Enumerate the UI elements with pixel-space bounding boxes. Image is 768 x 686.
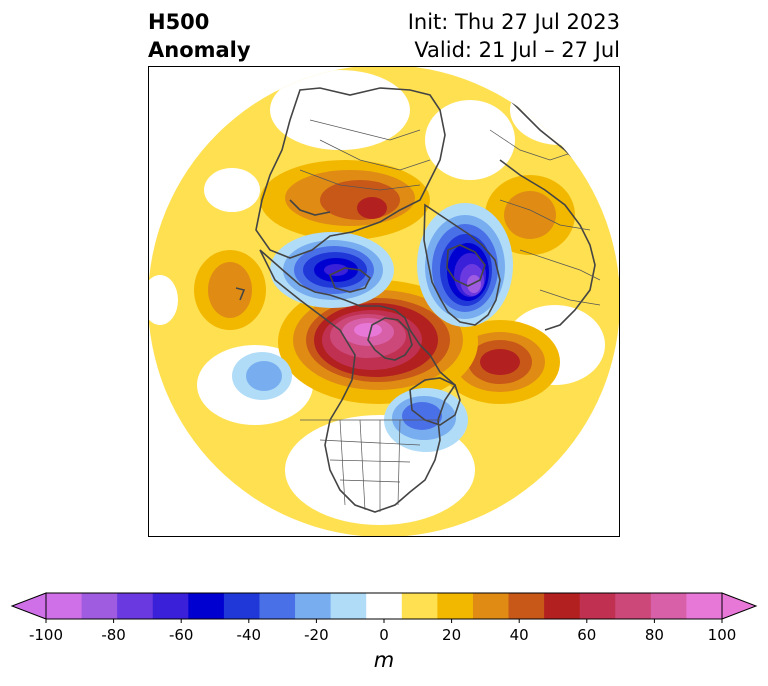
colorbar-tick-label: -20 [304, 626, 329, 644]
colorbar-swatch [81, 593, 118, 619]
colorbar-swatch [46, 593, 83, 619]
colorbar-swatch [650, 593, 687, 619]
colorbar-swatch [295, 593, 332, 619]
neutral-region [148, 275, 178, 325]
colorbar-over-arrow [721, 592, 758, 620]
map-subtitle: Init: Thu 27 Jul 2023 Valid: 21 Jul – 27… [408, 8, 620, 64]
colorbar-under-arrow [10, 592, 47, 620]
colorbar-swatch [615, 593, 652, 619]
neutral-region [270, 70, 410, 150]
negative-anomaly [246, 361, 282, 391]
colorbar-swatch [472, 593, 510, 619]
colorbar-swatch [259, 593, 296, 619]
anomaly-map [148, 66, 620, 537]
colorbar-tick-label: 80 [645, 626, 664, 644]
colorbar-tick-label: 20 [442, 626, 461, 644]
colorbar-swatch [544, 593, 581, 619]
colorbar-swatch [437, 593, 474, 619]
negative-anomaly [402, 402, 442, 430]
colorbar-tick-label: -80 [101, 626, 126, 644]
colorbar-swatch [508, 593, 545, 619]
colorbar-swatch [152, 593, 189, 619]
positive-anomaly [504, 191, 556, 239]
colorbar-swatch [686, 593, 723, 619]
colorbar-tick-label: -100 [29, 626, 63, 644]
map-frame [148, 66, 620, 537]
colorbar-swatch [330, 593, 367, 619]
negative-anomaly [324, 264, 348, 276]
colorbar-tick-label: 40 [510, 626, 529, 644]
colorbar-swatch [223, 593, 260, 619]
borders [299, 119, 601, 512]
positive-anomaly [208, 262, 252, 318]
colorbar-swatch [579, 593, 616, 619]
positive-anomaly [480, 349, 520, 375]
colorbar-unit-label: m [373, 648, 395, 672]
neutral-region [510, 75, 610, 145]
colorbar-swatch [401, 593, 438, 619]
init-text: Init: Thu 27 Jul 2023 [407, 10, 620, 34]
positive-anomaly [357, 197, 387, 219]
colorbar-tick-label: 0 [379, 626, 389, 644]
neutral-region [204, 168, 260, 212]
coastlines [235, 79, 616, 513]
colorbar-tick-label: -60 [169, 626, 194, 644]
positive-anomaly [354, 323, 382, 337]
colorbar-swatch [188, 593, 225, 619]
colorbar-swatch [117, 593, 154, 619]
valid-text: Valid: 21 Jul – 27 Jul [414, 38, 620, 62]
negative-anomaly [467, 275, 481, 293]
colorbar: -100 -80 -60 -40 -20 0 20 40 60 80 100 [10, 592, 758, 644]
title-line1: H500 [148, 10, 210, 34]
colorbar-swatch [366, 593, 403, 619]
title-line2: Anomaly [148, 38, 251, 62]
colorbar-tick-label: 100 [708, 626, 737, 644]
neutral-region [425, 100, 515, 180]
colorbar-tick-label: 60 [577, 626, 596, 644]
map-title: H500 Anomaly [148, 8, 251, 64]
colorbar-tick-label: -40 [237, 626, 262, 644]
